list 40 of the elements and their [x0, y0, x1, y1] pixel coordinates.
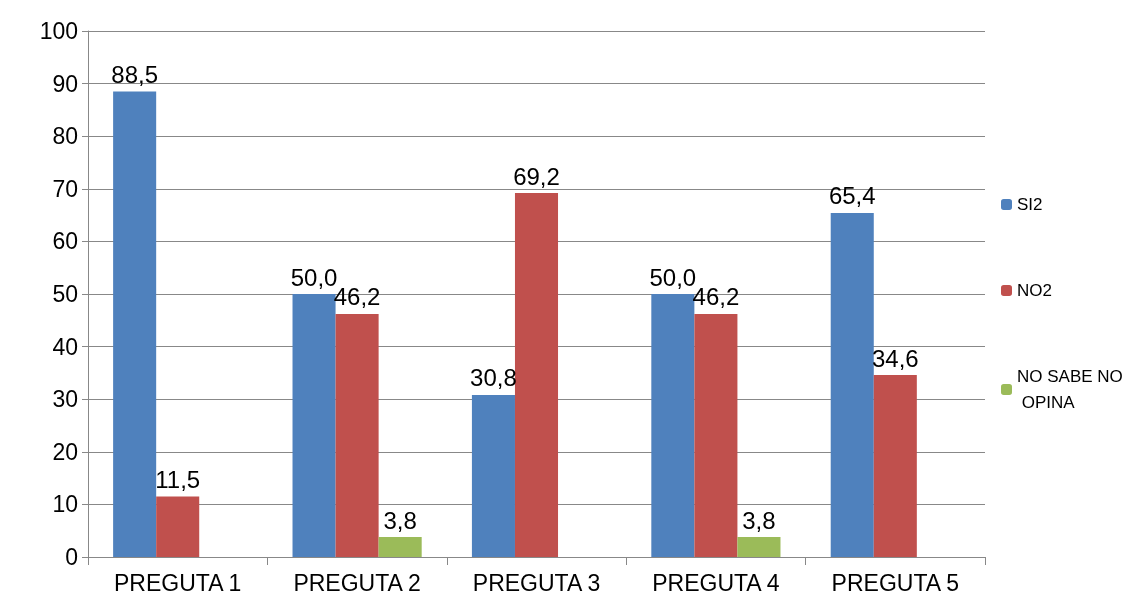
legend-label: NO SABE NO OPINA: [1017, 367, 1123, 412]
data-label: 50,0: [649, 263, 697, 291]
data-label: 3,8: [742, 506, 776, 534]
y-tick-label: 90: [52, 70, 78, 97]
bar: [830, 213, 874, 557]
y-tick-label: 80: [52, 123, 78, 150]
data-label: 34,6: [871, 344, 919, 372]
data-label: 65,4: [828, 182, 876, 210]
x-tick-label: PREGUTA 4: [652, 569, 780, 596]
y-tick-label: 10: [52, 491, 78, 518]
y-tick-label: 0: [65, 544, 78, 570]
y-tick-label: 60: [52, 228, 78, 255]
bar: [514, 193, 559, 557]
data-label: 50,0: [290, 263, 338, 291]
x-tick-label: PREGUTA 5: [831, 569, 959, 596]
legend-label: SI2: [1017, 195, 1043, 214]
y-tick-label: 20: [52, 438, 78, 465]
y-tick-label: 100: [39, 18, 78, 44]
bar: [378, 537, 422, 557]
y-tick-label: 30: [52, 386, 78, 413]
x-tick-label: PREGUTA 3: [472, 569, 601, 596]
bar: [873, 375, 917, 557]
y-tick-label: 50: [52, 281, 78, 307]
data-label: 88,5: [111, 60, 158, 88]
y-tick-label: 40: [52, 333, 78, 360]
bar: [694, 313, 738, 557]
bar: [335, 313, 379, 557]
bar: [113, 91, 157, 557]
bar: [651, 294, 695, 557]
x-tick-label: PREGUTA 1: [114, 569, 242, 596]
bar: [737, 537, 781, 557]
y-tick-label: 70: [52, 175, 78, 202]
x-tick-label: PREGUTA 2: [293, 569, 421, 596]
data-label: 69,2: [513, 162, 560, 190]
legend-label: NO2: [1017, 281, 1052, 300]
bar: [471, 394, 515, 557]
data-label: 11,5: [155, 466, 201, 494]
bar: [156, 496, 200, 557]
bar: [292, 294, 336, 557]
data-label: 3,8: [383, 506, 417, 534]
